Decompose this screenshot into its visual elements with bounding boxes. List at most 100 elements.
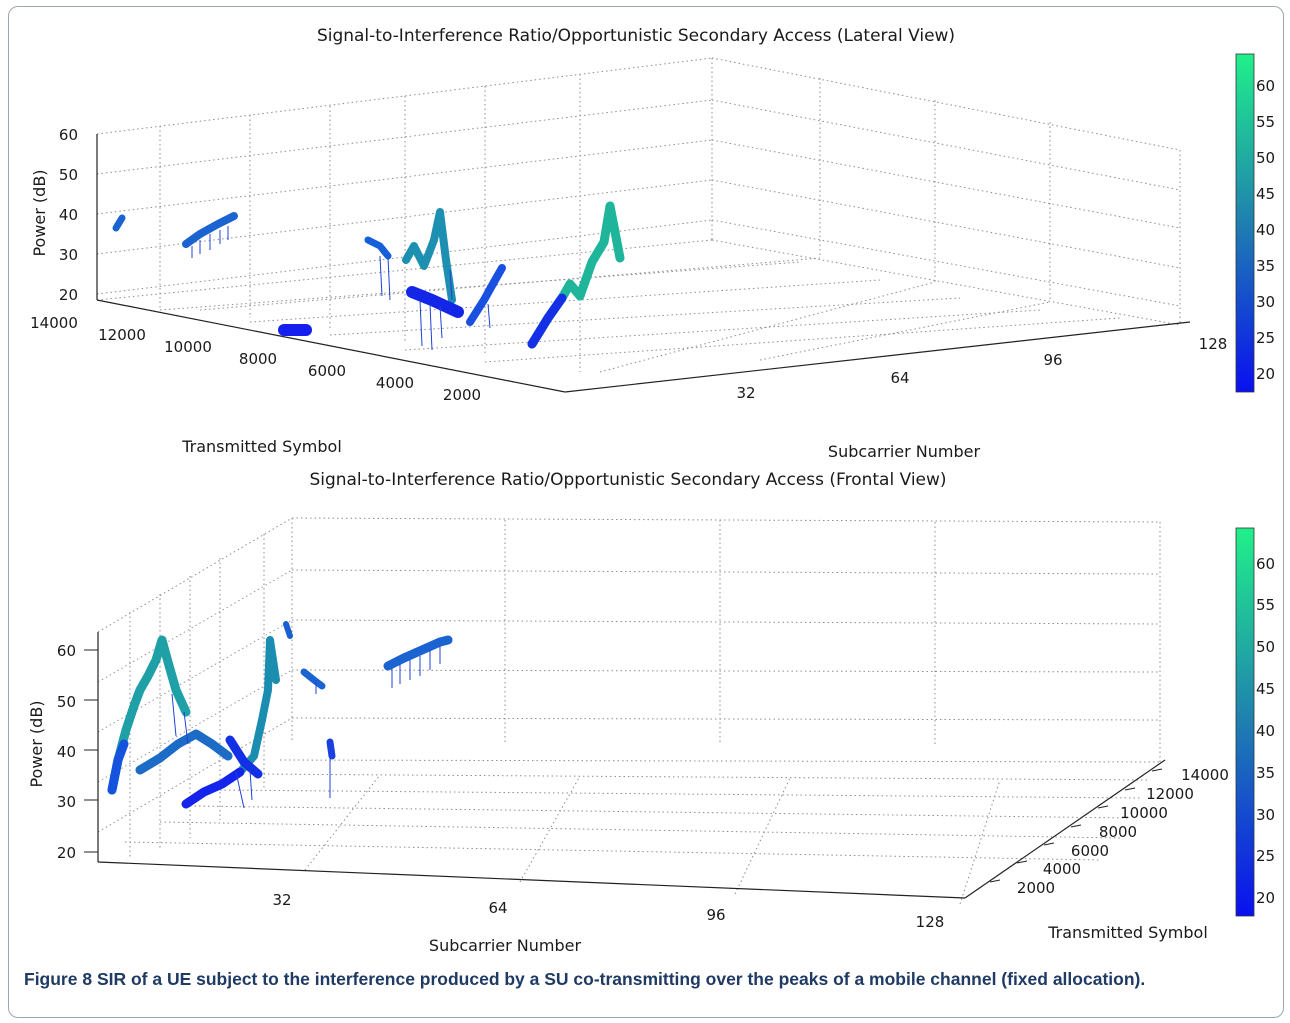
chart-frontal-view: Signal-to-Interference Ratio/Opportunist…: [27, 470, 1275, 955]
data-ribbon: [300, 668, 326, 690]
caption-label: Figure 8: [24, 969, 93, 989]
y-tick: 6000: [308, 362, 346, 380]
axis-subcarrier-frontal: [97, 861, 966, 899]
z-tick: 30: [57, 793, 76, 811]
axis-symbol-frontal: [964, 759, 1166, 899]
z-axis-label-lateral: Power (dB): [30, 169, 49, 256]
y-axis-label-frontal: Transmitted Symbol: [1047, 923, 1208, 942]
z-tick: 60: [59, 126, 78, 144]
colorbar-ticks-lateral: 60 55 50 45 40 35 30 25 20: [1256, 77, 1275, 383]
x-tick: 96: [706, 906, 725, 924]
y-tick: 12000: [98, 326, 146, 344]
data-ribbon: [135, 729, 233, 775]
z-tick: 20: [57, 844, 76, 862]
cb-tick: 40: [1256, 722, 1275, 740]
grid-back-wall-frontal: [291, 517, 1161, 762]
x-tick: 128: [916, 913, 945, 931]
symbol-axis-ticks: [989, 768, 1163, 883]
x-tick: 128: [1199, 335, 1228, 353]
y-tick: 4000: [1043, 860, 1081, 878]
figure-caption: Figure 8 SIR of a UE subject to the inte…: [24, 966, 1264, 993]
grid-back-wall: [711, 57, 1181, 325]
x-tick: 96: [1043, 351, 1062, 369]
z-tick: 30: [59, 246, 78, 264]
colorbar-ticks-frontal: 60 55 50 45 40 35 30 25 20: [1256, 555, 1275, 907]
cb-tick: 20: [1256, 365, 1275, 383]
y-tick: 6000: [1071, 842, 1109, 860]
cb-tick: 50: [1256, 638, 1275, 656]
z-tick: 40: [59, 206, 78, 224]
cb-tick: 60: [1256, 555, 1275, 573]
z-tick: 20: [59, 286, 78, 304]
grid-floor: [96, 239, 1181, 393]
data-ribbon: [406, 286, 464, 318]
cb-tick: 25: [1256, 329, 1275, 347]
grid-side-wall: [96, 57, 713, 372]
colorbar-frontal: [1235, 527, 1255, 917]
cb-tick: 60: [1256, 77, 1275, 95]
cb-tick: 55: [1256, 596, 1275, 614]
data-ribbon: [181, 767, 245, 809]
z-ticks-frontal: 60 50 40 30 20: [57, 642, 76, 862]
y-tick: 2000: [1017, 879, 1055, 897]
z-tick: 50: [57, 693, 76, 711]
data-ribbon: [466, 264, 506, 326]
cb-tick: 30: [1256, 806, 1275, 824]
y-tick: 10000: [1120, 804, 1168, 822]
cb-tick: 20: [1256, 889, 1275, 907]
y-tick: 12000: [1146, 785, 1194, 803]
z-ticks-lateral: 60 50 40 30 20: [59, 126, 78, 304]
z-axis-label-frontal: Power (dB): [27, 700, 46, 787]
z-tick: 60: [57, 642, 76, 660]
y-tick: 8000: [1099, 823, 1137, 841]
caption-text: SIR of a UE subject to the interference …: [92, 969, 1146, 989]
axis-symbol: [96, 299, 566, 393]
chart-title-lateral: Signal-to-Interference Ratio/Opportunist…: [317, 26, 955, 46]
x-ticks-lateral: 32 64 96 128: [736, 335, 1227, 402]
cb-tick: 30: [1256, 293, 1275, 311]
z-tick: 50: [59, 166, 78, 184]
surface-series-lateral: [112, 201, 625, 351]
y-ticks-lateral: 14000 12000 10000 8000 6000 4000 2000: [30, 314, 481, 404]
grid-floor-frontal: [124, 759, 1161, 905]
data-ribbon: [182, 212, 238, 248]
x-axis-label-lateral: Subcarrier Number: [828, 442, 981, 461]
cb-tick: 45: [1256, 680, 1275, 698]
data-ribbon: [383, 635, 453, 671]
axis-subcarrier: [564, 321, 1191, 393]
data-ribbon: [225, 735, 263, 779]
x-tick: 32: [736, 384, 755, 402]
z-tick-marks-frontal: [84, 649, 98, 853]
data-ribbon: [402, 208, 456, 304]
cb-tick: 25: [1256, 847, 1275, 865]
data-stems: [171, 646, 441, 809]
y-tick: 4000: [376, 374, 414, 392]
y-axis-label-lateral: Transmitted Symbol: [181, 437, 342, 456]
data-stems: [191, 226, 491, 351]
figure-frame: [8, 6, 1284, 1018]
data-ribbon: [364, 236, 392, 260]
x-tick: 64: [488, 899, 507, 917]
cb-tick: 50: [1256, 149, 1275, 167]
y-tick: 14000: [30, 314, 78, 332]
cb-tick: 35: [1256, 257, 1275, 275]
y-tick: 2000: [443, 386, 481, 404]
x-tick: 32: [272, 891, 291, 909]
y-tick: 14000: [1181, 766, 1229, 784]
x-axis-label-frontal: Subcarrier Number: [429, 936, 582, 955]
cb-tick: 35: [1256, 764, 1275, 782]
data-ribbon: [527, 293, 567, 349]
cb-tick: 55: [1256, 113, 1275, 131]
cb-tick: 40: [1256, 221, 1275, 239]
cb-tick: 45: [1256, 185, 1275, 203]
y-ticks-frontal: 2000 4000 6000 8000 10000 12000 14000: [1017, 766, 1229, 897]
x-ticks-frontal: 32 64 96 128: [272, 891, 944, 931]
x-tick: 64: [890, 369, 909, 387]
data-ribbon: [283, 621, 293, 639]
chart-title-frontal: Signal-to-Interference Ratio/Opportunist…: [309, 470, 946, 490]
colorbar-lateral: [1235, 53, 1255, 393]
data-ribbon: [107, 739, 129, 795]
y-tick: 10000: [164, 338, 212, 356]
chart-lateral-view: Signal-to-Interference Ratio/Opportunist…: [30, 26, 1275, 461]
